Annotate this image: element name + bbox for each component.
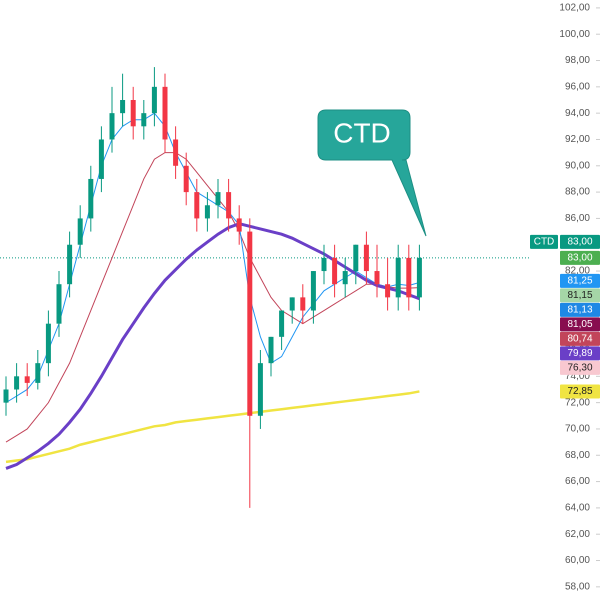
price-label: 81,15 [567, 290, 592, 301]
candle-body [385, 284, 391, 298]
candle-body [353, 244, 359, 272]
y-tick-label: 68,00 [565, 450, 590, 461]
y-tick-label: 96,00 [565, 81, 590, 92]
price-label-box [560, 234, 600, 249]
candle-body [257, 363, 263, 416]
price-label-box [560, 317, 600, 332]
candle-body [14, 376, 20, 390]
candle-body [300, 297, 306, 311]
price-label: 81,05 [567, 319, 592, 330]
plot: 58,00 60,00 62,00 64,00 66,00 68,00 70,00 72,00… [0, 3, 600, 592]
candle-body [151, 86, 157, 114]
candle-body [310, 271, 316, 311]
candle-body [416, 257, 422, 298]
candle-body [98, 139, 104, 179]
y-tick-label: 74,00 [565, 371, 590, 382]
candle-body [3, 389, 9, 403]
y-tick-label: 70,00 [565, 424, 590, 435]
y-tick-label: 100,00 [559, 29, 590, 40]
price-label: 72,85 [567, 386, 592, 397]
price-label-box [560, 273, 600, 288]
candle-body [332, 257, 338, 285]
y-tick-label: 66,00 [565, 476, 590, 487]
candle-body [236, 218, 242, 232]
candle-body [56, 284, 62, 324]
candle-body [130, 100, 136, 127]
price-label: 80,74 [567, 334, 592, 345]
candle-body [162, 86, 168, 140]
y-tick-label: 60,00 [565, 555, 590, 566]
candle-body [321, 257, 327, 272]
y-tick-label: 94,00 [565, 108, 590, 119]
price-label-box [560, 360, 600, 375]
candle-body [45, 323, 51, 364]
candle-body [77, 218, 83, 245]
candle-body [120, 100, 126, 114]
y-tick-label: 72,00 [565, 397, 590, 408]
y-tick-label: 98,00 [565, 55, 590, 66]
symbol-label: CTD [534, 237, 555, 248]
candle-body [395, 257, 401, 298]
candle-body [215, 192, 221, 206]
candle-body [342, 271, 348, 285]
callout-text: CTD [333, 117, 391, 148]
price-label: 81,13 [567, 305, 592, 316]
indicator-line [5, 390, 420, 464]
price-label-box [560, 331, 600, 346]
y-tick-label: 90,00 [565, 160, 590, 171]
y-tick-label: 58,00 [565, 581, 590, 592]
price-label-box [560, 302, 600, 317]
candle-body [268, 336, 274, 364]
candle-body [226, 192, 232, 219]
candle-body [24, 376, 30, 383]
callout: CTD [317, 109, 427, 237]
indicator-line [5, 222, 420, 470]
candle-body [67, 244, 73, 285]
price-label-box [560, 288, 600, 303]
price-label: 79,89 [567, 348, 592, 359]
symbol-label-box [530, 234, 558, 249]
price-label: 83,00 [567, 253, 592, 264]
price-label-box [560, 250, 600, 265]
y-tick-label: 86,00 [565, 213, 590, 224]
candle-body [173, 139, 179, 166]
price-label: 83,00 [567, 237, 592, 248]
candle-body [35, 363, 41, 383]
candle-body [194, 192, 200, 219]
price-label: 76,30 [567, 363, 592, 374]
candle-body [374, 271, 380, 285]
y-tick-label: 64,00 [565, 503, 590, 514]
price-label: 81,25 [567, 276, 592, 287]
y-tick-label: 102,00 [559, 3, 590, 14]
candle-body [183, 165, 189, 193]
candle-body [279, 310, 285, 337]
candle-body [363, 244, 369, 272]
candle-body [109, 113, 115, 140]
callout-box [317, 109, 427, 237]
candle-body [141, 113, 147, 127]
y-tick-label: 88,00 [565, 187, 590, 198]
price-label-box [560, 346, 600, 361]
candle-body [247, 231, 253, 416]
candle-body [204, 205, 210, 219]
candle-body [406, 257, 412, 298]
indicator-line [5, 152, 420, 443]
candle-body [289, 297, 295, 311]
y-tick-label: 92,00 [565, 134, 590, 145]
y-tick-label: 82,00 [565, 266, 590, 277]
candle-body [88, 178, 94, 219]
price-label-box [560, 384, 600, 399]
y-tick-label: 62,00 [565, 529, 590, 540]
indicator-line [5, 112, 420, 404]
